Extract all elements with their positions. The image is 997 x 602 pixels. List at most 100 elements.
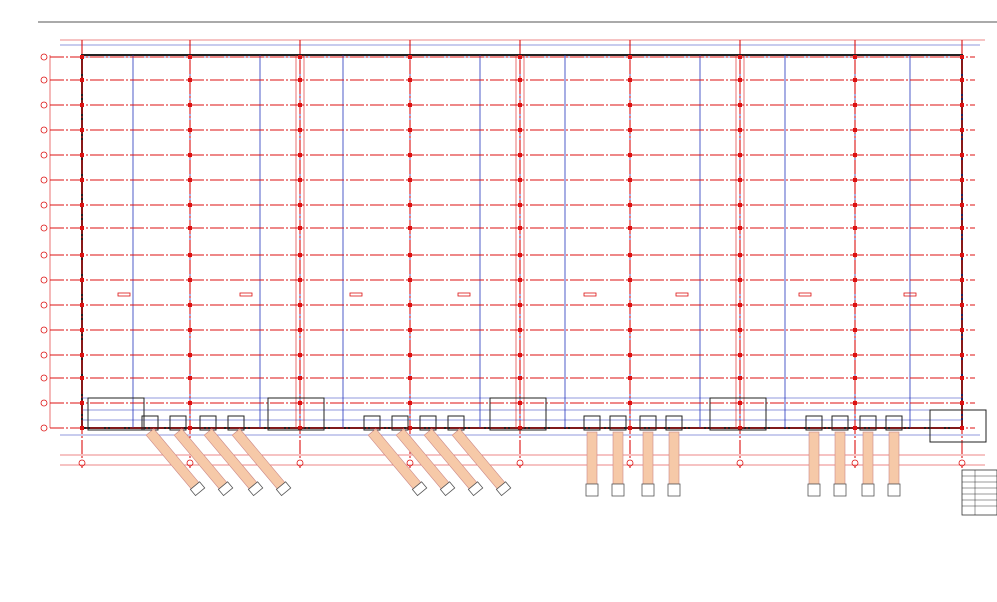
column	[518, 226, 522, 230]
column	[853, 103, 857, 107]
column	[80, 426, 84, 430]
axis-bubble	[40, 301, 48, 309]
column	[738, 203, 742, 207]
column	[960, 226, 964, 230]
truck-cab	[217, 481, 234, 497]
column	[628, 55, 632, 59]
column	[518, 128, 522, 132]
column	[960, 278, 964, 282]
truck-body	[668, 431, 680, 485]
column	[518, 253, 522, 257]
column	[518, 303, 522, 307]
axis-bubble	[958, 459, 966, 467]
dock-door	[583, 415, 601, 431]
column	[518, 203, 522, 207]
column	[298, 253, 302, 257]
column	[853, 253, 857, 257]
column	[738, 426, 742, 430]
column	[298, 426, 302, 430]
column	[853, 353, 857, 357]
column	[408, 401, 412, 405]
column	[188, 376, 192, 380]
truck-body	[586, 431, 598, 485]
truck	[367, 428, 428, 497]
column	[188, 426, 192, 430]
column	[188, 278, 192, 282]
column	[298, 226, 302, 230]
axis-bubble	[40, 399, 48, 407]
column	[298, 353, 302, 357]
axis-bubble	[40, 201, 48, 209]
column	[188, 103, 192, 107]
truck-body	[612, 431, 624, 485]
column	[298, 153, 302, 157]
column	[960, 178, 964, 182]
column	[628, 401, 632, 405]
column	[960, 303, 964, 307]
axis-bubble	[40, 126, 48, 134]
column	[188, 153, 192, 157]
column	[298, 55, 302, 59]
column	[960, 78, 964, 82]
column	[408, 78, 412, 82]
column	[628, 426, 632, 430]
column	[80, 153, 84, 157]
truck-body	[808, 431, 820, 485]
axis-bubble	[296, 459, 304, 467]
zone-tag	[675, 292, 689, 297]
column	[960, 328, 964, 332]
column	[408, 226, 412, 230]
dock-door	[419, 415, 437, 431]
column	[853, 203, 857, 207]
column	[80, 303, 84, 307]
column	[853, 401, 857, 405]
column	[738, 178, 742, 182]
axis-bubble	[626, 459, 634, 467]
column	[298, 78, 302, 82]
truck-cab	[833, 483, 847, 497]
column	[738, 328, 742, 332]
column	[518, 426, 522, 430]
column	[738, 303, 742, 307]
column	[188, 303, 192, 307]
truck-cab	[275, 481, 292, 497]
column	[408, 278, 412, 282]
column	[628, 253, 632, 257]
dock-door	[609, 415, 627, 431]
column	[960, 128, 964, 132]
column	[738, 278, 742, 282]
stair-block	[709, 397, 767, 431]
column	[628, 78, 632, 82]
column	[518, 278, 522, 282]
dock-door	[447, 415, 465, 431]
column	[518, 178, 522, 182]
column	[628, 226, 632, 230]
column	[628, 103, 632, 107]
truck	[173, 428, 234, 497]
column	[298, 203, 302, 207]
truck-cab	[411, 481, 428, 497]
column	[298, 401, 302, 405]
column	[80, 376, 84, 380]
column	[188, 328, 192, 332]
column	[408, 303, 412, 307]
truck-cab	[887, 483, 901, 497]
column	[408, 103, 412, 107]
truck	[145, 428, 206, 497]
axis-bubble	[40, 101, 48, 109]
column	[738, 226, 742, 230]
column	[738, 353, 742, 357]
column	[408, 203, 412, 207]
column	[738, 78, 742, 82]
axis-bubble	[40, 424, 48, 432]
column	[518, 103, 522, 107]
truck-cab	[439, 481, 456, 497]
column	[853, 426, 857, 430]
column	[80, 353, 84, 357]
column	[408, 55, 412, 59]
column	[298, 103, 302, 107]
stair-block	[929, 409, 987, 443]
column	[960, 376, 964, 380]
axis-bubble	[186, 459, 194, 467]
truck-cab	[189, 481, 206, 497]
